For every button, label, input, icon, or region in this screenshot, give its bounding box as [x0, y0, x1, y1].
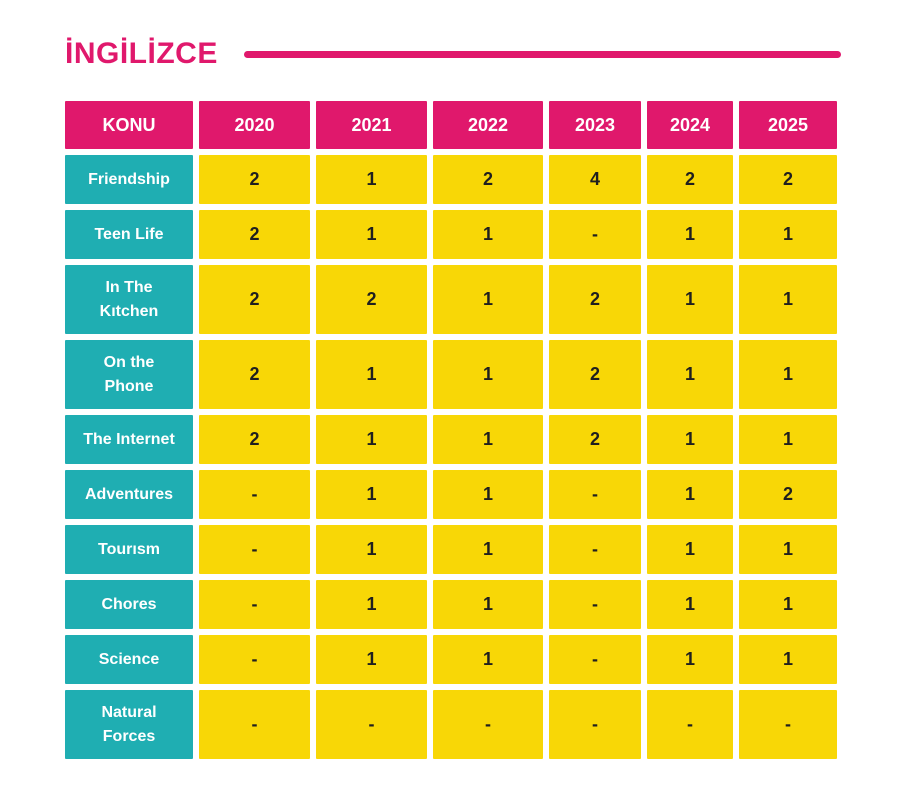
- value-cell: 1: [647, 340, 733, 409]
- value-cell: 2: [739, 470, 837, 519]
- header-2025: 2025: [739, 101, 837, 149]
- value-cell: -: [549, 635, 641, 684]
- value-cell: -: [647, 690, 733, 759]
- value-cell: 1: [739, 415, 837, 464]
- value-cell: 1: [433, 635, 543, 684]
- value-cell: 2: [549, 340, 641, 409]
- value-cell: 2: [199, 210, 310, 259]
- topic-cell: Teen Life: [65, 210, 193, 259]
- value-cell: 2: [549, 415, 641, 464]
- value-cell: -: [199, 525, 310, 574]
- value-cell: 1: [647, 635, 733, 684]
- topic-distribution-table: KONU 2020 2021 2022 2023 2024 2025 Frien…: [59, 95, 843, 765]
- table-row: On the Phone 2 1 1 2 1 1: [65, 340, 837, 409]
- value-cell: 1: [316, 155, 427, 204]
- value-cell: 1: [316, 210, 427, 259]
- header-2021: 2021: [316, 101, 427, 149]
- topic-cell: Tourısm: [65, 525, 193, 574]
- page-title: İNGİLİZCE: [65, 37, 218, 70]
- value-cell: 1: [647, 415, 733, 464]
- topic-cell: Science: [65, 635, 193, 684]
- value-cell: 4: [549, 155, 641, 204]
- value-cell: 2: [647, 155, 733, 204]
- header-konu: KONU: [65, 101, 193, 149]
- value-cell: 2: [316, 265, 427, 334]
- table-row: Science - 1 1 - 1 1: [65, 635, 837, 684]
- value-cell: 1: [433, 415, 543, 464]
- value-cell: 1: [739, 265, 837, 334]
- value-cell: 1: [647, 210, 733, 259]
- topic-cell: The Internet: [65, 415, 193, 464]
- value-cell: 2: [199, 265, 310, 334]
- table-row: Chores - 1 1 - 1 1: [65, 580, 837, 629]
- value-cell: 1: [433, 580, 543, 629]
- value-cell: -: [549, 525, 641, 574]
- title-row: İNGİLİZCE: [59, 34, 845, 74]
- value-cell: -: [549, 580, 641, 629]
- value-cell: 1: [433, 470, 543, 519]
- value-cell: 1: [647, 580, 733, 629]
- topic-cell: Friendship: [65, 155, 193, 204]
- topic-cell: In The Kıtchen: [65, 265, 193, 334]
- value-cell: 1: [647, 470, 733, 519]
- value-cell: 2: [199, 155, 310, 204]
- value-cell: -: [739, 690, 837, 759]
- table-row: The Internet 2 1 1 2 1 1: [65, 415, 837, 464]
- value-cell: 2: [199, 415, 310, 464]
- value-cell: -: [316, 690, 427, 759]
- value-cell: 2: [433, 155, 543, 204]
- value-cell: -: [549, 690, 641, 759]
- value-cell: 1: [316, 635, 427, 684]
- value-cell: 2: [549, 265, 641, 334]
- value-cell: -: [199, 635, 310, 684]
- table-row: Friendship 2 1 2 4 2 2: [65, 155, 837, 204]
- value-cell: -: [549, 210, 641, 259]
- table-row: Tourısm - 1 1 - 1 1: [65, 525, 837, 574]
- value-cell: 1: [647, 265, 733, 334]
- value-cell: 1: [433, 265, 543, 334]
- value-cell: 1: [739, 340, 837, 409]
- topic-cell: On the Phone: [65, 340, 193, 409]
- value-cell: 1: [316, 580, 427, 629]
- value-cell: 1: [433, 525, 543, 574]
- topic-cell: Natural Forces: [65, 690, 193, 759]
- table-row: In The Kıtchen 2 2 1 2 1 1: [65, 265, 837, 334]
- value-cell: 1: [316, 470, 427, 519]
- table-row: Adventures - 1 1 - 1 2: [65, 470, 837, 519]
- table-header-row: KONU 2020 2021 2022 2023 2024 2025: [65, 101, 837, 149]
- value-cell: 1: [739, 580, 837, 629]
- value-cell: 1: [316, 340, 427, 409]
- topic-cell: Chores: [65, 580, 193, 629]
- value-cell: 1: [433, 340, 543, 409]
- value-cell: 1: [739, 525, 837, 574]
- value-cell: 2: [739, 155, 837, 204]
- title-divider-line: [243, 50, 841, 58]
- value-cell: 1: [739, 635, 837, 684]
- header-2024: 2024: [647, 101, 733, 149]
- value-cell: 1: [647, 525, 733, 574]
- header-2023: 2023: [549, 101, 641, 149]
- value-cell: -: [433, 690, 543, 759]
- table-row: Teen Life 2 1 1 - 1 1: [65, 210, 837, 259]
- table-row: Natural Forces - - - - - -: [65, 690, 837, 759]
- value-cell: -: [199, 690, 310, 759]
- value-cell: 1: [433, 210, 543, 259]
- value-cell: 1: [739, 210, 837, 259]
- topic-cell: Adventures: [65, 470, 193, 519]
- value-cell: 1: [316, 525, 427, 574]
- header-2022: 2022: [433, 101, 543, 149]
- header-2020: 2020: [199, 101, 310, 149]
- value-cell: -: [549, 470, 641, 519]
- value-cell: -: [199, 470, 310, 519]
- value-cell: 2: [199, 340, 310, 409]
- value-cell: 1: [316, 415, 427, 464]
- value-cell: -: [199, 580, 310, 629]
